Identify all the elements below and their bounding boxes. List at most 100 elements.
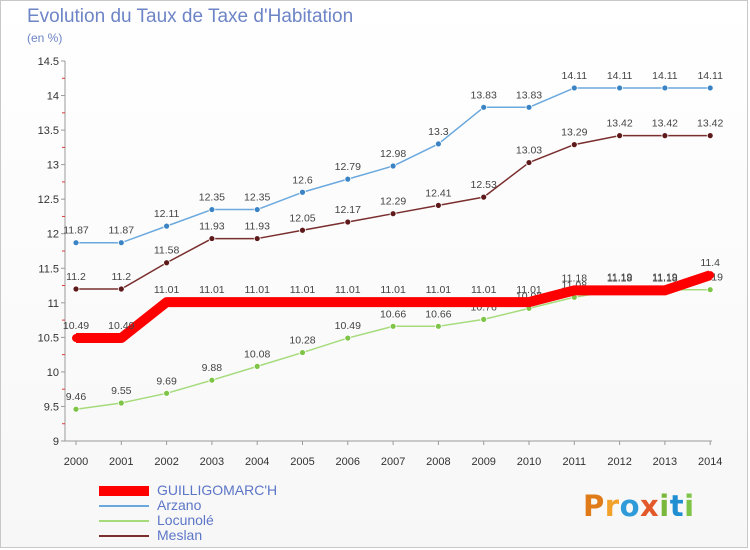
y-tick-label: 14.5 [38, 56, 59, 68]
data-point [706, 271, 715, 280]
logo-letter: t [669, 489, 685, 523]
data-label: 11.2 [66, 271, 86, 283]
data-label: 11.01 [380, 284, 406, 296]
data-label: 11.01 [244, 284, 270, 296]
data-point [208, 376, 216, 384]
data-point [389, 162, 397, 170]
data-label: 11.18 [652, 272, 678, 284]
legend-swatch-guilligomarch [99, 485, 149, 496]
proxiti-logo: Proxiti [583, 489, 695, 523]
chart-subtitle: (en %) [27, 31, 63, 45]
legend-label-meslan: Meslan [157, 527, 203, 543]
data-label: 10.28 [289, 335, 315, 347]
data-label: 11.01 [154, 284, 180, 296]
legend-swatch-meslan [99, 534, 149, 537]
legend-label-locunole: Locunolé [157, 512, 214, 528]
data-label: 12.05 [289, 212, 315, 224]
data-point [660, 286, 669, 295]
data-point [706, 84, 714, 92]
data-label: 10.49 [335, 320, 361, 332]
y-tick-label: 11.5 [38, 263, 59, 275]
x-tick-label: 2011 [562, 456, 586, 468]
data-point [389, 210, 397, 218]
data-point [163, 389, 171, 397]
y-tick-label: 14 [47, 91, 59, 103]
data-point [163, 222, 171, 230]
data-label: 13.03 [516, 145, 542, 157]
data-label: 10.08 [244, 348, 270, 360]
data-label: 12.17 [335, 204, 361, 216]
y-tick-label: 10 [47, 367, 59, 379]
y-tick-label: 11 [48, 298, 59, 310]
data-point [615, 286, 624, 295]
data-label: 13.42 [652, 118, 678, 130]
data-point [706, 132, 714, 140]
x-tick-label: 2000 [64, 456, 88, 468]
data-point [299, 188, 306, 196]
data-point [117, 334, 126, 343]
legend-item-meslan: Meslan [99, 528, 277, 543]
data-label: 13.83 [471, 89, 497, 101]
data-label: 13.83 [516, 89, 542, 101]
data-point [480, 103, 488, 111]
x-tick-label: 2013 [653, 456, 677, 468]
x-tick-label: 2005 [290, 456, 314, 468]
y-tick-label: 10.5 [38, 332, 59, 344]
data-label: 12.11 [154, 208, 180, 220]
data-label: 11.87 [63, 225, 89, 237]
data-point [480, 193, 488, 201]
x-tick-label: 2014 [698, 456, 722, 468]
data-label: 11.01 [516, 284, 542, 296]
data-label: 11.19 [607, 272, 633, 284]
data-label: 11.2 [111, 271, 131, 283]
data-point [525, 298, 533, 307]
data-point [299, 349, 306, 356]
data-point [661, 84, 669, 92]
data-point [117, 239, 125, 247]
data-label: 10.49 [63, 320, 89, 332]
x-tick-label: 2010 [517, 456, 541, 468]
x-tick-label: 2007 [381, 456, 405, 468]
data-point [117, 285, 125, 293]
data-label: 14.11 [697, 70, 723, 82]
data-point [162, 298, 171, 307]
data-label: 11.01 [199, 284, 225, 296]
data-label: 11.4 [700, 257, 720, 269]
y-tick-label: 13 [47, 160, 59, 172]
data-label: 9.46 [66, 391, 87, 403]
chart-title: Evolution du Taux de Taxe d'Habitation [27, 6, 354, 27]
data-label: 12.29 [380, 196, 406, 208]
data-point [389, 322, 397, 330]
data-label: 9.55 [111, 385, 132, 397]
legend-label-guilligomarch: GUILLIGOMARC'H [157, 482, 278, 498]
x-tick-label: 2002 [154, 456, 178, 468]
logo-letter: i [659, 489, 670, 523]
data-point [207, 298, 216, 307]
y-tick-label: 12.5 [38, 194, 59, 206]
data-label: 14.11 [607, 70, 633, 82]
data-label: 12.98 [380, 148, 406, 160]
data-label: 9.69 [156, 375, 177, 387]
data-point [570, 286, 579, 295]
data-point [525, 103, 533, 111]
data-point [117, 399, 125, 407]
legend-label-arzano: Arzano [157, 497, 202, 513]
data-label: 9.88 [202, 362, 223, 374]
data-label: 11.01 [290, 284, 316, 296]
data-label: 12.35 [244, 192, 270, 204]
data-point [208, 206, 216, 213]
x-tick-label: 2004 [245, 456, 269, 468]
data-label: 13.42 [606, 118, 632, 130]
x-tick-label: 2012 [607, 456, 631, 468]
data-label: 10.49 [108, 320, 134, 332]
data-point [343, 298, 352, 307]
data-point [616, 84, 623, 92]
data-point [344, 334, 352, 342]
data-point [525, 159, 533, 166]
logo-letter: x [640, 489, 660, 523]
data-label: 12.79 [335, 161, 361, 173]
data-label: 12.6 [292, 174, 313, 186]
data-label: 12.41 [425, 187, 451, 199]
data-point [570, 141, 578, 149]
x-tick-label: 2009 [471, 456, 495, 468]
